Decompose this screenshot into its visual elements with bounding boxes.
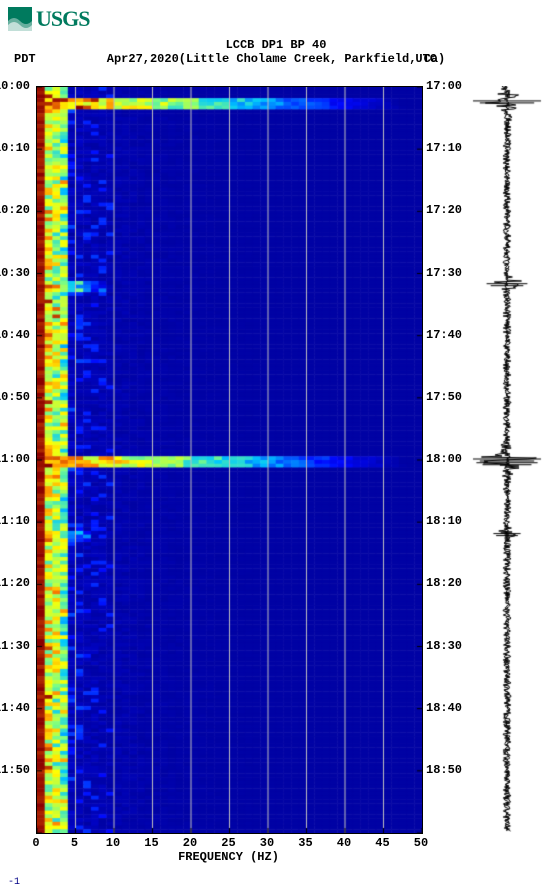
- x-tick: 5: [71, 836, 78, 850]
- left-timezone: PDT: [14, 52, 36, 66]
- left-time-tick: 10:40: [0, 328, 30, 342]
- right-time-tick: 17:30: [426, 266, 462, 280]
- x-tick: 30: [260, 836, 274, 850]
- left-time-tick: 10:50: [0, 390, 30, 404]
- right-time-tick: 18:50: [426, 763, 462, 777]
- chart-subtitle: PDT Apr27,2020(Little Cholame Creek, Par…: [0, 52, 552, 66]
- usgs-text: USGS: [36, 6, 89, 32]
- right-time-tick: 17:00: [426, 79, 462, 93]
- chart-location: (Little Cholame Creek, Parkfield, Ca): [179, 52, 445, 66]
- x-tick: 0: [32, 836, 39, 850]
- left-time-tick: 10:20: [0, 203, 30, 217]
- x-axis-label: FREQUENCY (HZ): [36, 850, 421, 864]
- footer-mark: -1: [8, 877, 20, 888]
- x-tick: 20: [183, 836, 197, 850]
- right-time-tick: 18:10: [426, 514, 462, 528]
- left-time-tick: 10:30: [0, 266, 30, 280]
- x-tick: 35: [298, 836, 312, 850]
- chart-date: Apr27,2020: [107, 52, 179, 66]
- seismogram-plot: [472, 86, 542, 832]
- left-time-tick: 11:10: [0, 514, 30, 528]
- usgs-logo: USGS: [8, 6, 89, 32]
- x-tick: 45: [375, 836, 389, 850]
- x-tick: 10: [106, 836, 120, 850]
- usgs-wave-icon: [8, 7, 32, 31]
- x-tick: 50: [414, 836, 428, 850]
- right-time-tick: 18:40: [426, 701, 462, 715]
- x-tick: 15: [144, 836, 158, 850]
- left-time-tick: 11:30: [0, 639, 30, 653]
- left-time-tick: 11:00: [0, 452, 30, 466]
- x-tick: 40: [337, 836, 351, 850]
- spectrogram-canvas: [37, 87, 422, 833]
- left-time-tick: 11:50: [0, 763, 30, 777]
- right-timezone: UTC: [415, 52, 437, 66]
- right-time-tick: 17:40: [426, 328, 462, 342]
- right-time-tick: 18:20: [426, 576, 462, 590]
- seismogram-canvas: [472, 86, 542, 832]
- x-tick: 25: [221, 836, 235, 850]
- spectrogram-plot: [36, 86, 423, 834]
- right-time-tick: 18:30: [426, 639, 462, 653]
- left-time-tick: 11:20: [0, 576, 30, 590]
- right-time-tick: 17:10: [426, 141, 462, 155]
- left-time-tick: 11:40: [0, 701, 30, 715]
- right-time-tick: 17:50: [426, 390, 462, 404]
- right-time-tick: 17:20: [426, 203, 462, 217]
- right-time-tick: 18:00: [426, 452, 462, 466]
- chart-title: LCCB DP1 BP 40: [0, 38, 552, 52]
- left-time-tick: 10:00: [0, 79, 30, 93]
- left-time-tick: 10:10: [0, 141, 30, 155]
